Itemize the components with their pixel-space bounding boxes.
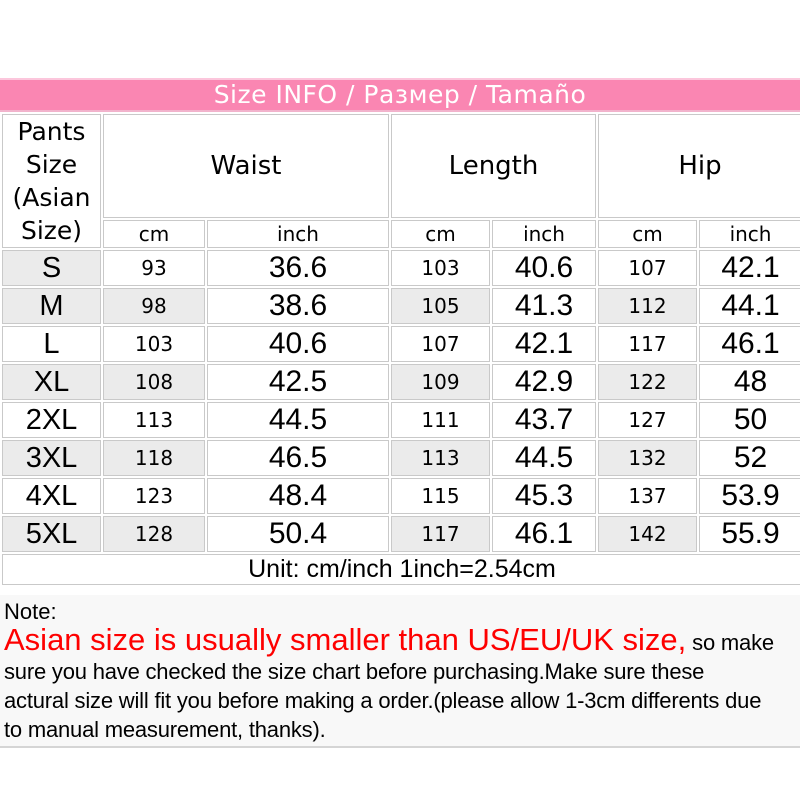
table-row: S 93 36.6 103 40.6 107 42.1 <box>2 250 800 286</box>
group-header-waist: Waist <box>103 114 390 218</box>
length-cm-value: 115 <box>391 478 491 514</box>
length-cm-header: cm <box>391 220 491 248</box>
waist-cm-value: 103 <box>103 326 205 362</box>
waist-cm-value: 93 <box>103 250 205 286</box>
table-row: L 103 40.6 107 42.1 117 46.1 <box>2 326 800 362</box>
table-row: M 98 38.6 105 41.3 112 44.1 <box>2 288 800 324</box>
size-label: M <box>2 288 101 324</box>
waist-cm-header: cm <box>103 220 205 248</box>
length-inch-value: 40.6 <box>492 250 597 286</box>
length-inch-value: 42.1 <box>492 326 597 362</box>
length-inch-value: 46.1 <box>492 516 597 552</box>
size-label: L <box>2 326 101 362</box>
length-cm-value: 107 <box>391 326 491 362</box>
hip-cm-value: 127 <box>598 402 698 438</box>
hip-cm-value: 112 <box>598 288 698 324</box>
hip-cm-value: 132 <box>598 440 698 476</box>
table-row: 2XL 113 44.5 111 43.7 127 50 <box>2 402 800 438</box>
length-cm-value: 113 <box>391 440 491 476</box>
hip-inch-value: 53.9 <box>699 478 800 514</box>
unit-note: Unit: cm/inch 1inch=2.54cm <box>2 554 800 585</box>
hip-inch-value: 48 <box>699 364 800 400</box>
waist-inch-value: 38.6 <box>207 288 390 324</box>
length-inch-value: 41.3 <box>492 288 597 324</box>
size-label: XL <box>2 364 101 400</box>
hip-inch-header: inch <box>699 220 800 248</box>
length-inch-value: 44.5 <box>492 440 597 476</box>
size-info-banner-title: Size INFO / Размер / Tamaño <box>213 80 587 109</box>
waist-inch-value: 50.4 <box>207 516 390 552</box>
size-label: 3XL <box>2 440 101 476</box>
hip-cm-value: 142 <box>598 516 698 552</box>
note-label: Note: <box>4 599 57 624</box>
group-header-hip: Hip <box>598 114 800 218</box>
length-inch-header: inch <box>492 220 597 248</box>
waist-inch-value: 40.6 <box>207 326 390 362</box>
table-unit-header-row: cm inch cm inch cm inch <box>2 220 800 248</box>
waist-cm-value: 128 <box>103 516 205 552</box>
hip-cm-header: cm <box>598 220 698 248</box>
note-warning-red: Asian size is usually smaller than US/EU… <box>4 622 687 657</box>
size-label: 2XL <box>2 402 101 438</box>
hip-cm-value: 137 <box>598 478 698 514</box>
waist-cm-value: 98 <box>103 288 205 324</box>
unit-note-row: Unit: cm/inch 1inch=2.54cm <box>2 554 800 585</box>
note-paragraph: Asian size is usually smaller than US/EU… <box>4 622 796 744</box>
table-row: XL 108 42.5 109 42.9 122 48 <box>2 364 800 400</box>
length-cm-value: 105 <box>391 288 491 324</box>
length-cm-value: 117 <box>391 516 491 552</box>
waist-cm-value: 108 <box>103 364 205 400</box>
note-warning-rest: so make sure you have checked the size c… <box>4 630 774 742</box>
note-section: Note: Asian size is usually smaller than… <box>0 595 800 748</box>
corner-header-pants-size: Pants Size (Asian Size) <box>2 114 101 248</box>
waist-inch-value: 46.5 <box>207 440 390 476</box>
table-row: 5XL 128 50.4 117 46.1 142 55.9 <box>2 516 800 552</box>
length-inch-value: 45.3 <box>492 478 597 514</box>
hip-inch-value: 50 <box>699 402 800 438</box>
hip-inch-value: 52 <box>699 440 800 476</box>
length-inch-value: 43.7 <box>492 402 597 438</box>
waist-cm-value: 123 <box>103 478 205 514</box>
size-label: 5XL <box>2 516 101 552</box>
table-row: 4XL 123 48.4 115 45.3 137 53.9 <box>2 478 800 514</box>
size-info-banner: Size INFO / Размер / Tamaño <box>0 78 800 112</box>
hip-inch-value: 55.9 <box>699 516 800 552</box>
size-table: Pants Size (Asian Size) Waist Length Hip… <box>0 112 800 587</box>
hip-cm-value: 117 <box>598 326 698 362</box>
waist-inch-header: inch <box>207 220 390 248</box>
waist-cm-value: 118 <box>103 440 205 476</box>
waist-inch-value: 48.4 <box>207 478 390 514</box>
table-group-header-row: Pants Size (Asian Size) Waist Length Hip <box>2 114 800 248</box>
length-cm-value: 109 <box>391 364 491 400</box>
length-inch-value: 42.9 <box>492 364 597 400</box>
hip-cm-value: 122 <box>598 364 698 400</box>
hip-inch-value: 44.1 <box>699 288 800 324</box>
waist-inch-value: 44.5 <box>207 402 390 438</box>
size-label: 4XL <box>2 478 101 514</box>
size-label: S <box>2 250 101 286</box>
waist-inch-value: 36.6 <box>207 250 390 286</box>
waist-inch-value: 42.5 <box>207 364 390 400</box>
hip-inch-value: 46.1 <box>699 326 800 362</box>
hip-inch-value: 42.1 <box>699 250 800 286</box>
length-cm-value: 111 <box>391 402 491 438</box>
waist-cm-value: 113 <box>103 402 205 438</box>
hip-cm-value: 107 <box>598 250 698 286</box>
length-cm-value: 103 <box>391 250 491 286</box>
group-header-length: Length <box>391 114 597 218</box>
table-row: 3XL 118 46.5 113 44.5 132 52 <box>2 440 800 476</box>
